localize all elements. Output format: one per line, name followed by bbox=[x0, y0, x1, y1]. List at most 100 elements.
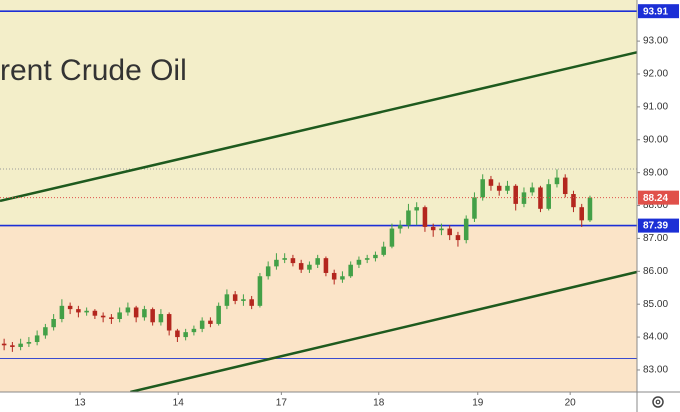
candle-body bbox=[323, 258, 329, 273]
last-price-label: 88.24 bbox=[643, 193, 668, 204]
candle-body bbox=[290, 258, 296, 264]
candle-body bbox=[257, 276, 263, 306]
candle-body bbox=[166, 314, 172, 331]
candle-body bbox=[455, 235, 461, 241]
candle-body bbox=[43, 327, 48, 336]
candle-body bbox=[521, 192, 527, 204]
candle-body bbox=[546, 184, 551, 209]
candle-body bbox=[208, 320, 213, 324]
candle-body bbox=[84, 310, 89, 313]
candle-body bbox=[356, 259, 362, 265]
trendline bbox=[0, 51, 637, 203]
candle-body bbox=[529, 187, 535, 193]
candle-body bbox=[463, 218, 469, 241]
candle-body bbox=[142, 309, 147, 318]
trendline bbox=[130, 270, 637, 392]
candle-body bbox=[51, 318, 56, 328]
y-tick-label: 88.00 bbox=[643, 200, 668, 211]
candle-body bbox=[447, 228, 452, 236]
x-tick-label: 13 bbox=[74, 398, 86, 409]
candle-body bbox=[199, 320, 205, 329]
candle-body bbox=[224, 294, 230, 306]
candle-body bbox=[381, 246, 386, 255]
candle-body bbox=[274, 259, 279, 267]
candle-body bbox=[232, 294, 238, 301]
x-tick-label: 14 bbox=[173, 398, 185, 409]
y-tick-label: 85.00 bbox=[643, 299, 668, 310]
candle-body bbox=[59, 305, 65, 319]
candle-body bbox=[34, 335, 40, 343]
candle-body bbox=[364, 258, 370, 260]
candle-body bbox=[109, 317, 114, 319]
zone-below bbox=[0, 225, 637, 392]
candle-body bbox=[125, 307, 131, 313]
x-tick-label: 18 bbox=[373, 398, 385, 409]
candle-body bbox=[571, 194, 576, 208]
candle-body bbox=[480, 179, 485, 198]
candle-body bbox=[472, 197, 477, 219]
candle-body bbox=[414, 207, 419, 211]
candle-body bbox=[216, 305, 221, 324]
x-tick-label: 17 bbox=[276, 398, 288, 409]
candle-body bbox=[150, 309, 155, 323]
candle-body bbox=[133, 307, 139, 318]
candle-body bbox=[76, 309, 81, 313]
candle-body bbox=[307, 264, 312, 270]
last-price-box bbox=[638, 190, 679, 205]
level-label: 87.39 bbox=[643, 221, 668, 232]
candle-body bbox=[117, 312, 122, 319]
x-tick-label: 19 bbox=[472, 398, 484, 409]
candle-body bbox=[587, 197, 593, 221]
candle-body bbox=[562, 177, 568, 195]
candle-body bbox=[430, 226, 436, 231]
candle-body bbox=[579, 207, 584, 221]
y-tick-label: 92.00 bbox=[643, 69, 668, 80]
y-tick-label: 89.00 bbox=[643, 167, 668, 178]
x-tick-label: 20 bbox=[565, 398, 577, 409]
y-tick-label: 93.00 bbox=[643, 36, 668, 47]
candle-body bbox=[282, 258, 287, 260]
y-tick-label: 87.00 bbox=[643, 233, 668, 244]
candle-body bbox=[397, 225, 403, 229]
candle-body bbox=[348, 264, 353, 277]
candle-body bbox=[513, 185, 518, 204]
y-tick-label: 84.00 bbox=[643, 332, 668, 343]
y-tick-label: 90.00 bbox=[643, 134, 668, 145]
candle-body bbox=[315, 258, 320, 265]
candle-body bbox=[265, 266, 271, 277]
candle-body bbox=[406, 210, 411, 226]
candle-body bbox=[554, 177, 560, 185]
candle-body bbox=[331, 272, 337, 280]
candle-body bbox=[505, 185, 510, 191]
candle-body bbox=[1, 343, 7, 346]
y-tick-label: 86.00 bbox=[643, 266, 668, 277]
settings-icon[interactable] bbox=[652, 396, 664, 408]
candle-body bbox=[340, 276, 345, 280]
candle-body bbox=[389, 228, 395, 247]
candle-body bbox=[18, 343, 23, 347]
watermark: Brent Crude Oil bbox=[0, 54, 187, 87]
level-label-box bbox=[638, 218, 679, 233]
candle-body bbox=[422, 207, 428, 227]
candle-body bbox=[183, 332, 188, 338]
candle-body bbox=[100, 315, 106, 318]
candle-body bbox=[158, 314, 164, 323]
candle-body bbox=[26, 342, 32, 344]
candle-body bbox=[439, 228, 444, 231]
candle-body bbox=[10, 345, 15, 347]
axes: 83.00 84.00 85.00 86.00 87.00 88.00 89.00 90.00… bbox=[74, 4, 679, 409]
candle-body bbox=[298, 263, 304, 270]
y-tick-label: 83.00 bbox=[643, 365, 668, 376]
candle-body bbox=[249, 299, 254, 306]
candle-body bbox=[373, 254, 378, 259]
level-label: 93.91 bbox=[643, 6, 668, 17]
price-axis bbox=[637, 0, 680, 412]
level-label-box bbox=[638, 4, 679, 19]
candle-body bbox=[241, 299, 246, 301]
candle-body bbox=[191, 328, 197, 333]
candle-body bbox=[175, 330, 180, 338]
candle-body bbox=[67, 305, 73, 310]
candle-body bbox=[496, 185, 502, 191]
candle-body bbox=[488, 179, 494, 186]
